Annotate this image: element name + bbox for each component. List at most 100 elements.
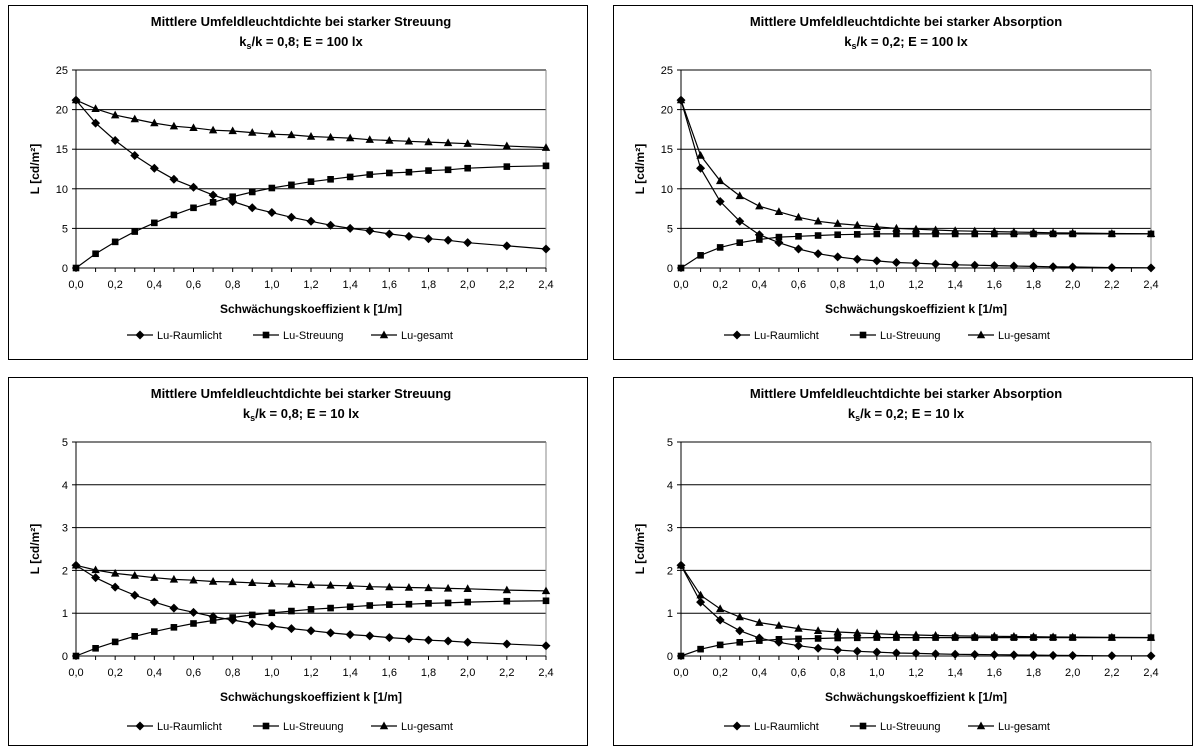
x-axis-label: Schwächungskoeffizient k [1/m] — [220, 690, 402, 704]
data-point — [424, 583, 433, 592]
data-point — [306, 626, 316, 636]
data-point — [345, 133, 355, 142]
legend-marker — [732, 330, 742, 340]
data-point — [209, 617, 217, 624]
y-tick-label: 10 — [56, 184, 68, 196]
data-point — [970, 260, 980, 270]
data-point — [288, 181, 295, 189]
x-tick-label: 1,2 — [908, 667, 923, 679]
data-point — [1107, 632, 1117, 641]
data-point — [950, 226, 960, 234]
data-point — [228, 126, 237, 135]
data-point — [715, 196, 725, 206]
x-tick-label: 1,0 — [264, 667, 279, 679]
x-tick-label: 1,0 — [264, 279, 279, 291]
data-point — [834, 634, 841, 642]
data-point — [1029, 261, 1038, 271]
data-point — [91, 573, 101, 583]
legend-label: Lu-Streuung — [880, 721, 941, 733]
data-point — [542, 162, 550, 170]
data-point — [542, 597, 550, 605]
data-point — [931, 259, 941, 269]
x-tick-label: 2,2 — [1104, 667, 1119, 679]
chart-panel-absorption-100lx: Mittlere Umfeldleuchtdichte bei starker … — [613, 5, 1193, 360]
data-point — [892, 630, 901, 638]
x-tick-label: 1,6 — [382, 667, 397, 679]
y-tick-label: 2 — [667, 565, 673, 577]
x-tick-label: 0,8 — [830, 667, 845, 679]
data-point — [852, 254, 862, 264]
legend-label: Lu-Raumlicht — [157, 330, 222, 342]
data-point — [735, 191, 744, 200]
data-point — [189, 575, 198, 584]
data-point — [872, 647, 882, 657]
chart-svg: Mittlere Umfeldleuchtdichte bei starker … — [28, 386, 554, 733]
data-point — [833, 219, 842, 227]
data-point — [989, 650, 999, 660]
data-point — [1029, 632, 1038, 640]
data-point — [1107, 263, 1117, 273]
data-point — [247, 203, 257, 213]
legend-label: Lu-gesamt — [401, 330, 453, 342]
data-point — [970, 631, 979, 640]
data-point — [1029, 227, 1038, 236]
data-point — [1107, 229, 1117, 237]
data-point — [931, 649, 941, 659]
data-point — [795, 233, 802, 240]
data-point — [267, 579, 277, 587]
x-tick-label: 1,2 — [303, 667, 318, 679]
chart-svg: Mittlere Umfeldleuchtdichte bei starker … — [633, 386, 1159, 733]
y-tick-label: 2 — [62, 565, 68, 577]
y-axis-label: L [cd/m²] — [633, 144, 647, 194]
x-tick-label: 0,6 — [791, 667, 806, 679]
data-point — [247, 618, 257, 628]
data-point — [1048, 228, 1058, 236]
x-tick-label: 0,2 — [713, 279, 728, 291]
data-point — [326, 220, 336, 230]
y-tick-label: 4 — [667, 480, 673, 492]
x-tick-label: 0,2 — [713, 667, 728, 679]
data-point — [72, 652, 80, 660]
data-point — [424, 234, 433, 244]
y-tick-label: 4 — [62, 480, 68, 492]
data-point — [326, 628, 336, 638]
data-point — [716, 244, 724, 251]
data-point — [91, 118, 101, 128]
data-point — [794, 641, 803, 651]
data-point — [365, 582, 374, 590]
legend: Lu-Raumlicht Lu-Streuung Lu-gesamt — [127, 721, 453, 733]
data-point — [813, 249, 823, 259]
data-point — [71, 95, 81, 104]
legend-marker — [859, 331, 867, 339]
data-point — [306, 216, 316, 226]
data-point — [463, 238, 473, 248]
data-point — [911, 648, 921, 658]
x-tick-label: 2,0 — [460, 667, 475, 679]
data-point — [463, 584, 472, 593]
legend-marker — [135, 721, 145, 731]
y-tick-label: 1 — [667, 608, 673, 620]
data-point — [892, 223, 901, 232]
data-point — [384, 229, 394, 239]
data-point — [92, 250, 99, 258]
data-point — [1048, 650, 1058, 660]
legend-label: Lu-Streuung — [283, 721, 344, 733]
data-point — [345, 630, 355, 640]
x-tick-label: 1,4 — [343, 667, 358, 679]
x-tick-label: 1,4 — [948, 667, 963, 679]
data-point — [91, 565, 100, 574]
data-point — [306, 132, 316, 140]
series-Lu-Streuung — [72, 597, 550, 660]
data-point — [872, 222, 882, 231]
data-point — [795, 635, 802, 643]
series-Lu-gesamt — [676, 95, 1156, 237]
data-point — [502, 241, 512, 251]
x-tick-label: 0,8 — [225, 279, 240, 291]
data-point — [755, 201, 764, 210]
data-point — [1146, 633, 1156, 641]
data-point — [404, 634, 414, 644]
series-Lu-Raumlicht — [71, 560, 551, 651]
data-point — [267, 129, 277, 138]
data-point — [696, 590, 705, 599]
data-point — [169, 174, 179, 184]
